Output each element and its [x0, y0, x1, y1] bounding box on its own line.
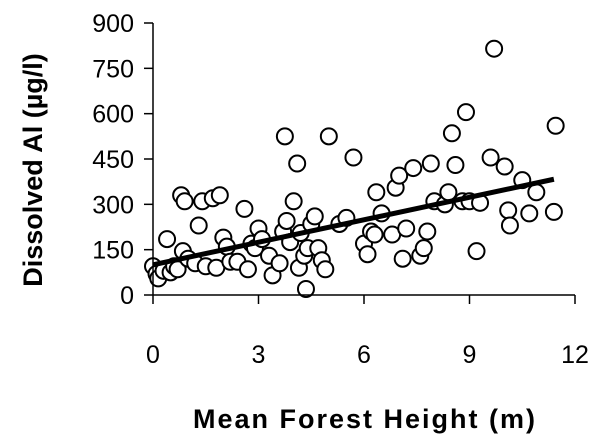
data-point: [500, 216, 519, 235]
data-point: [481, 148, 500, 167]
points-layer: [144, 39, 565, 298]
data-point: [495, 157, 514, 176]
data-point: [404, 159, 423, 178]
data-point: [158, 230, 177, 249]
data-point: [296, 279, 315, 298]
data-point: [397, 219, 416, 238]
data-point: [358, 245, 377, 264]
data-point: [189, 216, 208, 235]
data-point: [393, 249, 412, 268]
trendline: [152, 176, 555, 268]
data-point: [390, 166, 409, 185]
data-point: [235, 199, 254, 218]
x-tick-label: 9: [463, 341, 477, 369]
data-point: [439, 183, 458, 202]
data-point: [446, 156, 465, 175]
y-axis-title: Dissolved Al (µg/l): [18, 53, 48, 287]
data-point: [316, 260, 335, 279]
x-ticks: 0 3 6 9 12: [146, 295, 589, 369]
data-point: [365, 225, 384, 244]
data-point: [520, 204, 539, 223]
y-tick-label: 750: [92, 55, 134, 83]
y-tick-label: 600: [92, 101, 134, 129]
y-tick-label: 300: [92, 191, 134, 219]
data-point: [305, 207, 324, 226]
data-point: [275, 127, 294, 146]
x-tick-label: 3: [252, 341, 266, 369]
data-point: [270, 254, 289, 273]
y-tick-label: 450: [92, 146, 134, 174]
data-point: [319, 127, 338, 146]
data-point: [442, 124, 461, 143]
data-point: [175, 192, 194, 211]
data-point: [238, 260, 257, 279]
data-point: [418, 222, 437, 241]
data-point: [499, 201, 518, 220]
x-tick-label: 0: [146, 341, 160, 369]
data-point: [546, 116, 565, 135]
data-point: [277, 211, 296, 230]
data-point: [367, 183, 386, 202]
x-tick-label: 6: [357, 341, 371, 369]
data-point: [414, 239, 433, 258]
data-point: [210, 186, 229, 205]
x-tick-label: 12: [561, 341, 589, 369]
data-point: [485, 39, 504, 58]
data-point: [467, 242, 486, 261]
data-point: [544, 202, 563, 221]
data-point: [421, 154, 440, 173]
data-point: [288, 154, 307, 173]
y-ticks: 0 150 300 450 600 750 900: [92, 10, 153, 310]
data-point: [344, 148, 363, 167]
y-tick-label: 150: [92, 237, 134, 265]
x-axis-title: Mean Forest Height (m): [193, 404, 537, 434]
data-point: [284, 192, 303, 211]
data-point: [456, 103, 475, 122]
y-tick-label: 900: [92, 10, 134, 38]
y-tick-label: 0: [120, 282, 134, 310]
